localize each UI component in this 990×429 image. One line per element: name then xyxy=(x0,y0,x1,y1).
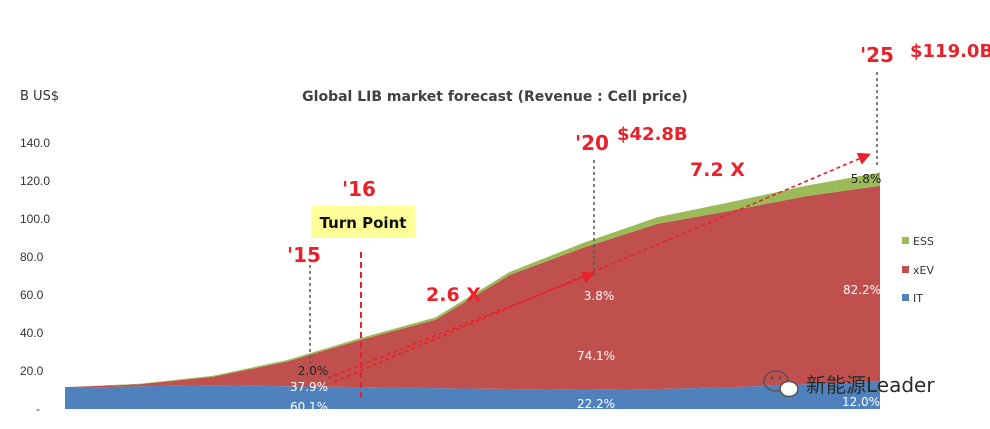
value-2025-label: $119.0B xyxy=(910,41,990,62)
year-2016-label: '16 xyxy=(342,177,376,201)
legend-swatch-it xyxy=(902,294,909,301)
pct-2020-it: 22.2% xyxy=(577,397,615,411)
legend-label-it: IT xyxy=(913,292,923,305)
y-tick-label: 100.0 xyxy=(20,212,50,226)
growth-arrow-2015-2025 xyxy=(333,152,871,383)
legend-label-xev: xEV xyxy=(913,264,934,277)
pct-2020-xev: 74.1% xyxy=(577,349,615,363)
growth-label-7-2x: 7.2 X xyxy=(690,159,745,181)
legend-swatch-xev xyxy=(902,266,909,273)
wechat-icon xyxy=(763,370,799,398)
y-tick-label: - xyxy=(36,402,40,416)
pct-2015-ess: 2.0% xyxy=(298,364,329,378)
area-ess xyxy=(65,172,880,388)
watermark-text: 新能源Leader xyxy=(806,373,935,397)
pct-2025-it: 12.0% xyxy=(842,395,880,409)
y-tick-label: 60.0 xyxy=(20,288,44,302)
growth-label-2-6x: 2.6 X xyxy=(426,284,481,306)
pct-2015-xev: 37.9% xyxy=(290,380,328,394)
year-2015-label: '15 xyxy=(287,243,321,267)
chart-title: Global LIB market forecast (Revenue : Ce… xyxy=(302,89,688,105)
turn-point-label: Turn Point xyxy=(320,214,407,232)
growth-arrow-2015-2020 xyxy=(327,271,595,379)
legend-swatch-ess xyxy=(902,237,909,244)
turn-point-box xyxy=(311,206,415,238)
y-tick-label: 40.0 xyxy=(20,326,44,340)
y-tick-label: 140.0 xyxy=(20,136,50,150)
y-tick-label: 20.0 xyxy=(20,364,44,378)
legend-label-ess: ESS xyxy=(913,235,934,248)
pct-2025-xev: 82.2% xyxy=(843,283,881,297)
year-2025-label: '25 xyxy=(860,43,894,67)
y-tick-label: 120.0 xyxy=(20,174,50,188)
y-tick-label: 80.0 xyxy=(20,250,44,264)
y-axis-unit: B US$ xyxy=(20,89,59,104)
pct-2025-ess: 5.8% xyxy=(851,172,882,186)
area-it xyxy=(65,381,880,409)
pct-2015-it: 60.1% xyxy=(290,400,328,414)
value-2020-label: $42.8B xyxy=(617,124,688,145)
pct-2020-ess: 3.8% xyxy=(584,289,615,303)
year-2020-label: '20 xyxy=(575,131,609,155)
